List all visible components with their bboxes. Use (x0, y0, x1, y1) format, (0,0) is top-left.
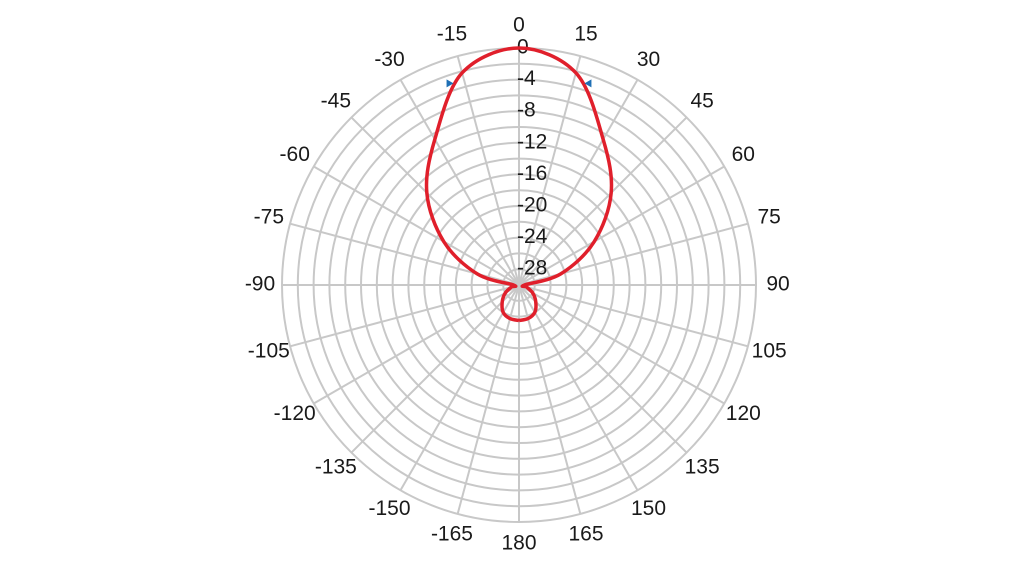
grid-spoke (518, 116, 688, 286)
grid-spoke (518, 165, 725, 286)
theta-tick-label: 45 (690, 89, 713, 112)
theta-tick-label: 15 (574, 22, 597, 45)
grid-spoke (399, 284, 520, 491)
theta-tick-label: -75 (254, 206, 284, 229)
grid-spoke (518, 284, 725, 405)
theta-tick-label: 30 (637, 48, 660, 71)
theta-tick-label: 180 (501, 532, 536, 555)
grid-spoke (456, 55, 520, 286)
r-tick-label: -4 (517, 67, 536, 90)
grid-spoke (518, 79, 639, 286)
grid-spoke (518, 284, 582, 515)
theta-tick-label: 150 (631, 497, 666, 520)
theta-tick-label: 90 (766, 273, 789, 296)
theta-tick-label: 135 (685, 456, 720, 479)
r-tick-label: -12 (517, 130, 547, 153)
grid-spoke (518, 284, 749, 348)
grid-spoke (518, 284, 639, 491)
beam-marker (584, 79, 592, 88)
theta-tick-label: -150 (368, 497, 410, 520)
theta-tick-label: 165 (569, 523, 604, 546)
theta-tick-label: -90 (245, 273, 275, 296)
grid-spoke (456, 284, 520, 515)
r-tick-label: -28 (517, 257, 547, 280)
grid-spoke (289, 284, 520, 348)
theta-tick-label: 60 (732, 143, 755, 166)
theta-tick-label: -45 (321, 89, 351, 112)
grid-spoke (399, 79, 520, 286)
theta-tick-label: -30 (374, 48, 404, 71)
r-tick-label: -20 (517, 194, 547, 217)
grid-spoke (313, 284, 520, 405)
beam-marker (446, 79, 454, 88)
grid-spoke (350, 116, 520, 286)
theta-tick-label: -165 (431, 523, 473, 546)
theta-tick-label: -15 (437, 22, 467, 45)
theta-tick-label: 105 (752, 340, 787, 363)
theta-tick-label: 75 (757, 206, 780, 229)
r-tick-label: -24 (517, 225, 548, 248)
r-tick-label: -8 (517, 99, 536, 122)
theta-tick-label: 120 (726, 402, 761, 425)
theta-tick-label: -135 (315, 456, 357, 479)
theta-tick-label: -120 (274, 402, 316, 425)
r-tick-label: -16 (517, 162, 547, 185)
grid-spoke (313, 165, 520, 286)
pattern-line (424, 46, 614, 323)
grid-spoke (518, 55, 582, 286)
theta-tick-label: -105 (248, 340, 290, 363)
grid-spoke (518, 284, 688, 454)
theta-tick-label: 0 (513, 14, 525, 37)
theta-tick-label: -60 (280, 143, 310, 166)
grid-spoke (350, 284, 520, 454)
